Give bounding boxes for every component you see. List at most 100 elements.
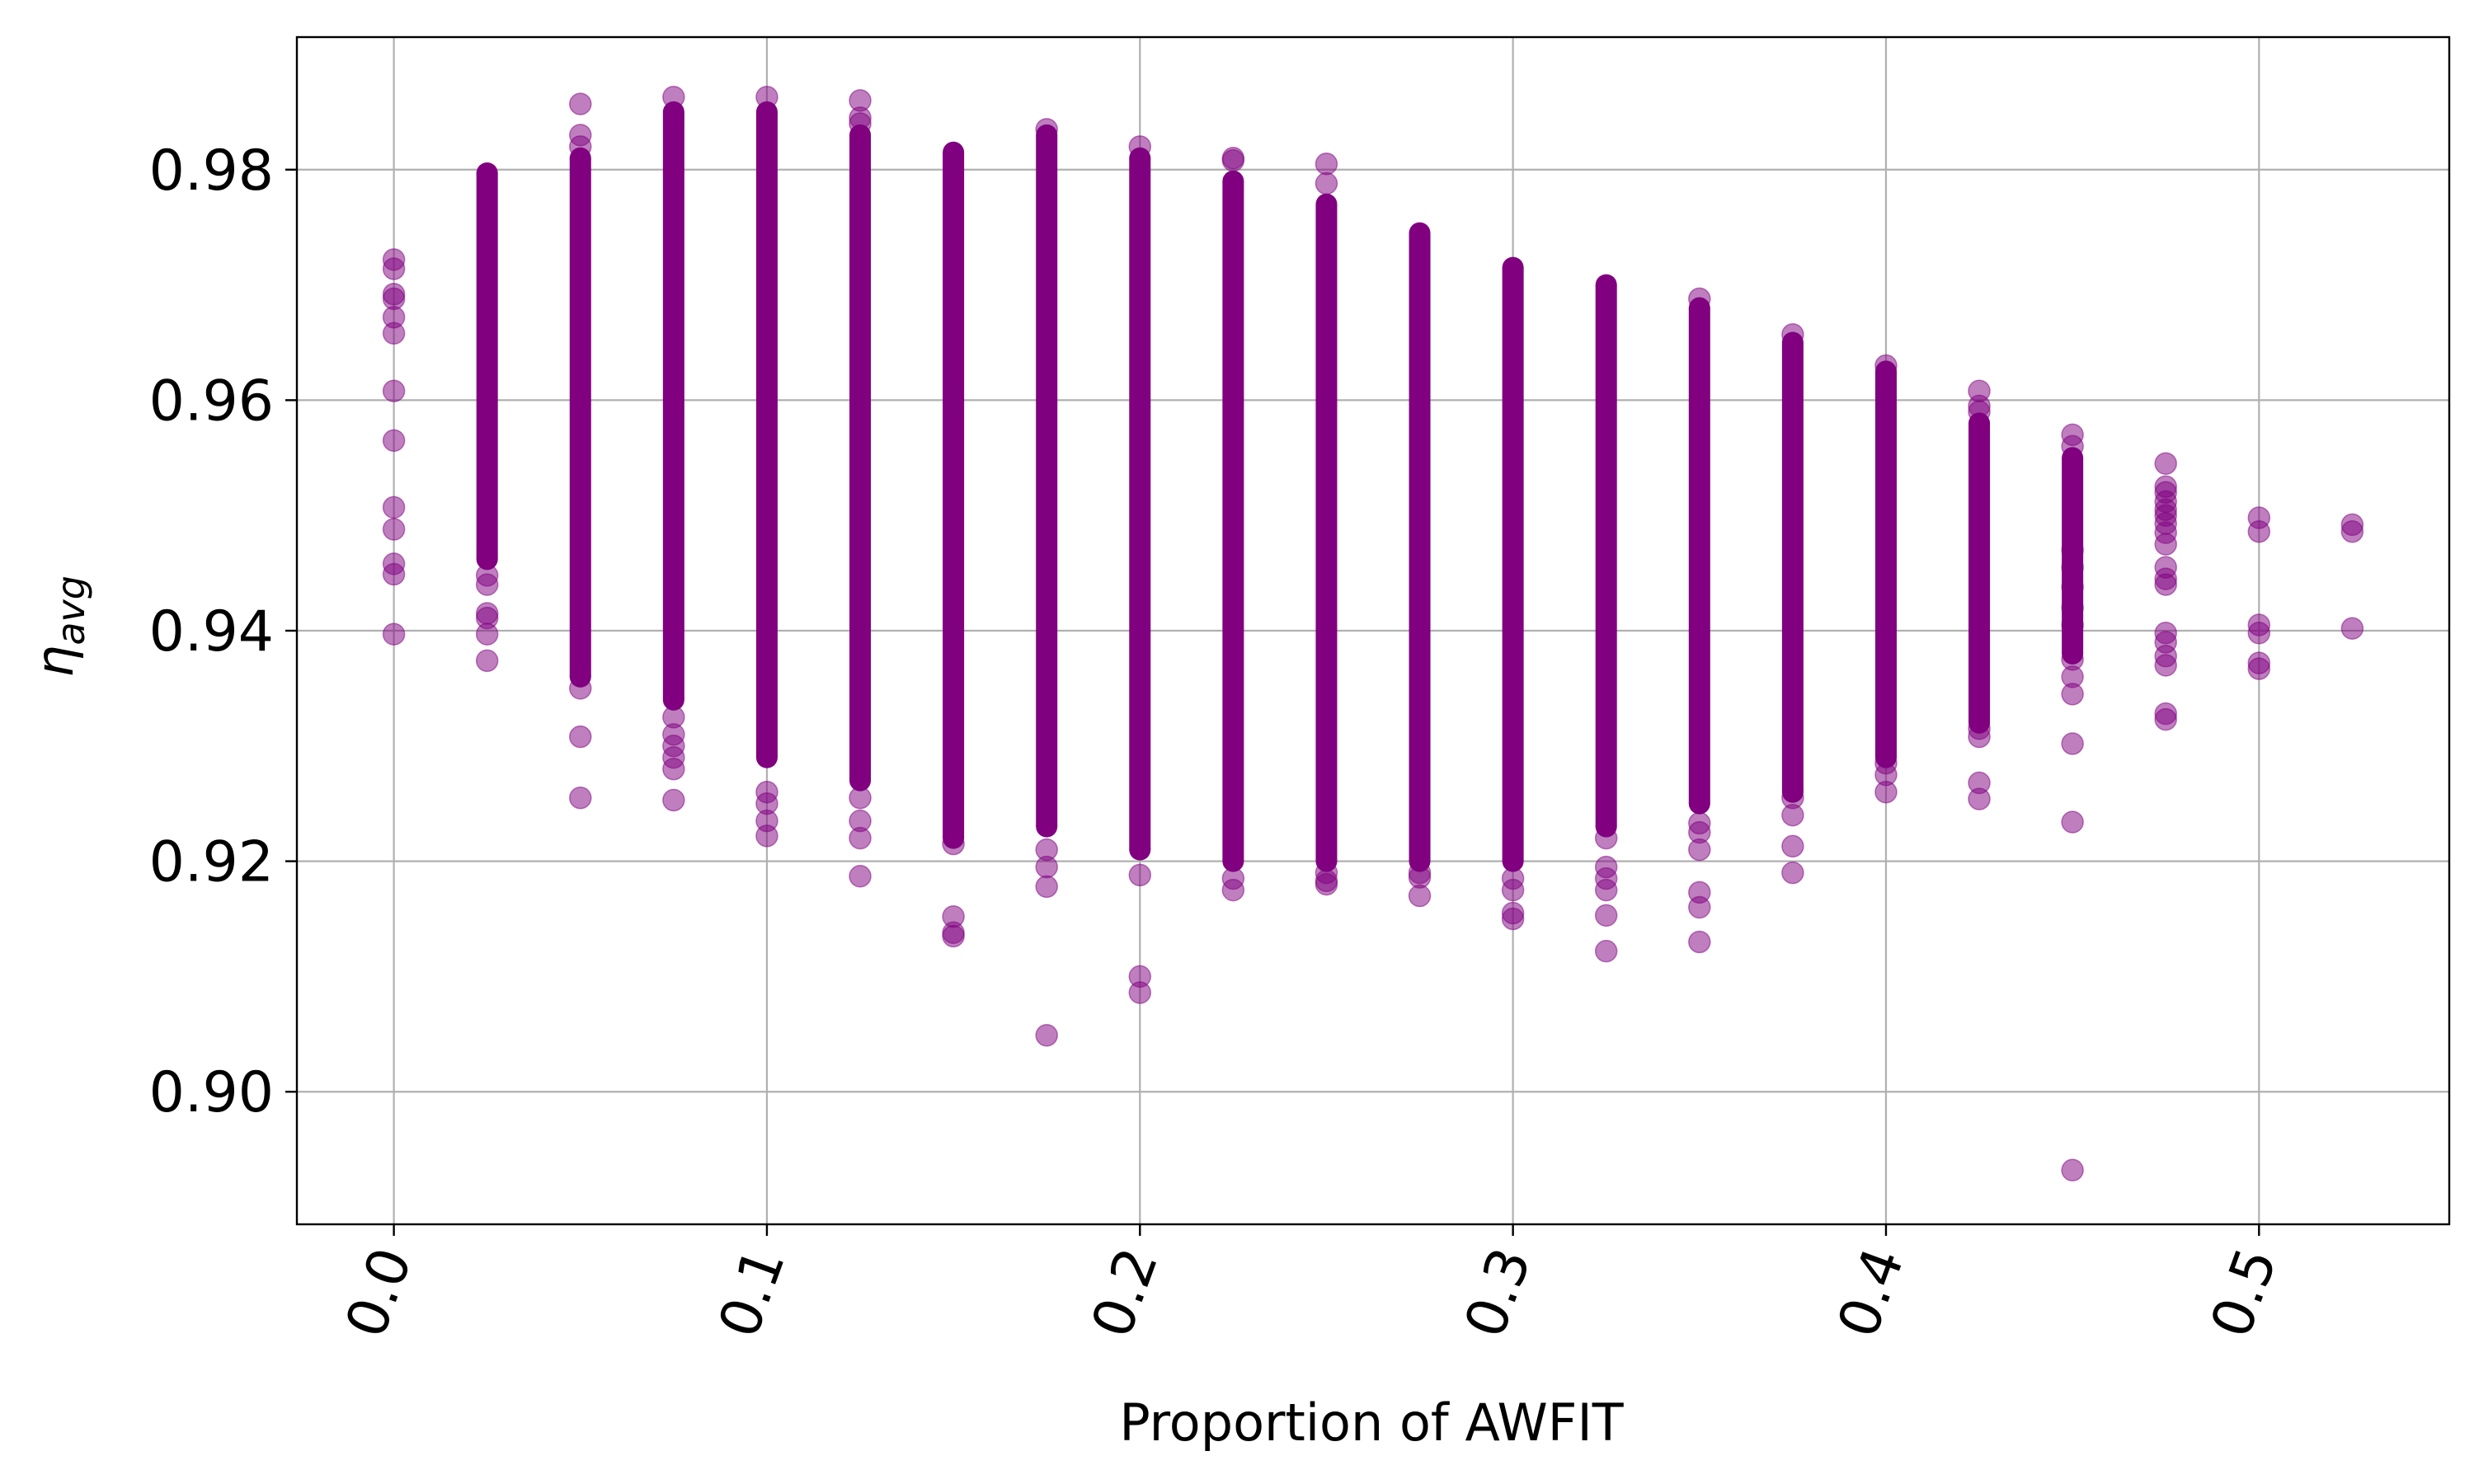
point-column [1408,222,1432,908]
point-column [382,248,406,646]
data-point [2061,1158,2084,1182]
data-point [1128,135,1152,158]
point-column [2061,423,2084,1182]
data-point [2247,622,2271,645]
data-point [382,495,406,519]
data-point [849,865,872,888]
y-tick-label: 0.96 [149,369,274,434]
dense-point-band [755,111,778,758]
data-point [1781,803,1804,827]
data-point [849,769,872,791]
data-point [942,832,965,856]
dense-point-band [1781,342,1804,792]
dense-point-band [1409,232,1431,862]
data-point [1315,153,1338,176]
data-point [382,322,406,345]
point-column [475,162,499,673]
data-point [569,92,592,115]
data-point [1874,354,1898,378]
y-axis-label: ηavg [25,575,93,678]
data-point [1128,981,1152,1004]
data-point [1594,939,1618,963]
data-point [1688,838,1711,862]
y-axis-label-sub: avg [49,575,93,646]
data-point [569,725,592,749]
data-point [1501,878,1525,902]
data-point [2340,520,2364,543]
data-point [1221,878,1245,902]
point-column [2154,452,2177,731]
data-point [849,826,872,850]
dense-point-band [569,157,591,677]
y-axis-label-main: η [25,646,85,678]
data-point [2061,683,2084,706]
dense-point-band [1595,284,1617,827]
data-point [755,85,778,109]
y-tick-label: 0.92 [149,830,274,895]
data-point [1035,118,1058,141]
data-point [569,677,592,700]
data-point [1501,907,1525,931]
point-column [1035,118,1058,1047]
data-point [1502,850,1524,872]
data-point [2061,613,2084,636]
data-point [1409,222,1431,244]
data-point [475,573,499,596]
data-point [1035,855,1058,879]
data-point [1594,826,1618,850]
data-point [1502,256,1524,279]
data-point [382,429,406,453]
dense-point-band [1036,134,1058,827]
data-point [2340,617,2364,640]
dense-point-band [1688,308,1710,804]
point-column [2247,506,2271,680]
data-point [943,141,965,163]
data-point [1222,850,1244,872]
data-point [476,162,498,184]
data-point [1594,878,1618,902]
data-point [475,649,499,673]
point-column [1688,287,1711,954]
data-point [1222,170,1244,192]
data-point [2247,520,2271,543]
point-column [1315,153,1338,896]
data-point [2154,533,2177,556]
data-point [1688,895,1711,919]
dense-point-band [943,152,965,838]
data-point [569,786,592,810]
point-column [2340,513,2364,640]
point-column [1594,274,1618,963]
data-point [2154,707,2177,731]
point-column [755,85,778,848]
data-point [2154,573,2177,596]
point-column [942,141,965,948]
y-tick-label: 0.94 [149,599,274,665]
data-point [569,135,592,158]
data-point [476,548,498,571]
data-point [1781,834,1804,858]
point-column [1781,322,1804,885]
data-point [2061,434,2084,458]
dense-point-band [1502,267,1524,862]
point-column [569,92,592,810]
data-point [2061,732,2084,755]
data-point [475,622,499,646]
data-point [1035,1023,1058,1047]
data-point [1968,400,1991,424]
point-column [1968,379,1991,810]
data-point [382,257,406,280]
data-point [2154,452,2177,476]
data-point [1036,815,1058,838]
data-point [942,924,965,948]
dense-point-band [1315,204,1338,862]
data-points [382,85,2364,1182]
point-column [662,85,685,812]
data-point [2061,810,2084,834]
data-point [1688,287,1711,311]
data-point [1968,787,1991,810]
y-tick-label: 0.98 [149,139,274,204]
data-point [1315,193,1338,215]
data-point [755,746,778,768]
dense-point-band [1968,423,1991,723]
